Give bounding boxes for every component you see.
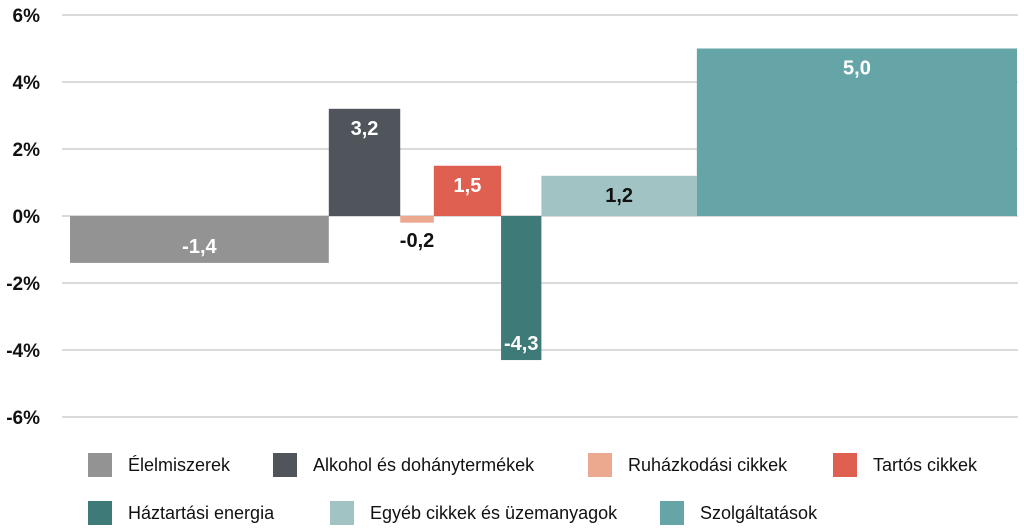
bar	[433, 165, 502, 216]
legend-item: Háztartási energia	[88, 498, 274, 528]
legend-swatch	[588, 453, 612, 477]
legend-swatch	[330, 501, 354, 525]
bar	[328, 108, 401, 216]
y-tick-label: -2%	[6, 274, 40, 295]
legend-swatch	[273, 453, 297, 477]
legend-label: Ruházkodási cikkek	[628, 454, 788, 475]
bar	[541, 175, 697, 216]
y-tick-label: 6%	[13, 6, 41, 27]
bar	[70, 216, 329, 263]
data-label: -4,3	[504, 333, 538, 355]
legend-label: Háztartási energia	[128, 502, 275, 523]
y-tick-label: -6%	[6, 408, 40, 429]
legend-label: Szolgáltatások	[700, 502, 818, 523]
legend-item: Egyéb cikkek és üzemanyagok	[330, 498, 617, 528]
data-label: 1,2	[605, 185, 633, 207]
legend-item: Szolgáltatások	[660, 498, 817, 528]
legend-swatch	[833, 453, 857, 477]
bar	[501, 216, 542, 361]
legend-item: Ruházkodási cikkek	[588, 450, 787, 480]
chart-plot: 6% 4% 2% 0% -2% -4% -6% -1,4 3,2 -0,2 1,5 -4,3 1,2 5,…	[6, 6, 1018, 429]
legend-swatch	[660, 501, 684, 525]
legend-item: Alkohol és dohánytermékek	[273, 450, 534, 480]
legend-label: Tartós cikkek	[873, 454, 978, 475]
y-tick-label: 2%	[13, 140, 41, 161]
legend-label: Egyéb cikkek és üzemanyagok	[370, 502, 618, 523]
data-label: -1,4	[182, 236, 217, 258]
data-label: 5,0	[843, 58, 871, 80]
legend-label: Élelmiszerek	[128, 454, 231, 475]
y-tick-label: 4%	[13, 73, 41, 94]
bar	[400, 216, 434, 223]
legend-label: Alkohol és dohánytermékek	[313, 454, 535, 475]
bar	[696, 48, 1017, 216]
legend-swatch	[88, 453, 112, 477]
y-tick-label: -4%	[6, 341, 40, 362]
legend-item: Tartós cikkek	[833, 450, 977, 480]
y-tick-label: 0%	[13, 207, 41, 228]
legend-swatch	[88, 501, 112, 525]
data-label: -0,2	[400, 230, 434, 252]
legend: Élelmiszerek Alkohol és dohánytermékek Ruh…	[0, 440, 1024, 528]
data-label: 3,2	[351, 118, 379, 140]
legend-item: Élelmiszerek	[88, 450, 230, 480]
data-label: 1,5	[454, 175, 482, 197]
